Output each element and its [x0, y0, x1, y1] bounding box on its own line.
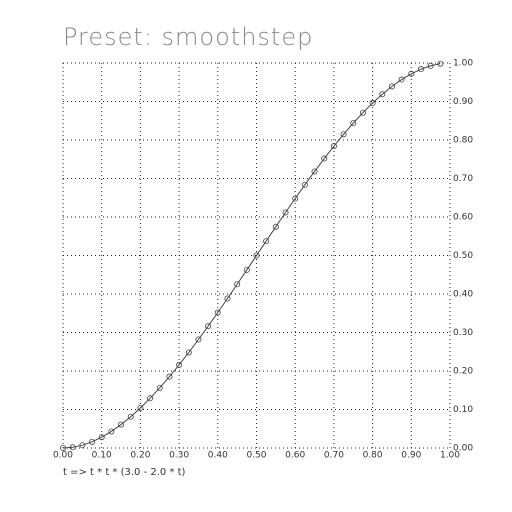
point [350, 120, 357, 127]
point [156, 384, 163, 391]
point [408, 70, 415, 77]
x-tick-label: 0.80 [363, 451, 383, 461]
point [340, 131, 347, 138]
point [214, 309, 221, 316]
x-tick-label: 0.30 [169, 451, 189, 461]
point [292, 195, 299, 202]
point [272, 223, 279, 230]
y-tick-label: 0.50 [453, 251, 473, 261]
y-tick-label: 0.80 [453, 136, 473, 146]
y-tick-label: 0.40 [453, 290, 473, 300]
point [417, 66, 424, 73]
point [224, 295, 231, 302]
x-tick-label: 0.50 [246, 451, 266, 461]
point [282, 209, 289, 216]
point [398, 76, 405, 83]
point [330, 143, 337, 150]
point [388, 83, 395, 90]
y-tick-label: 0.10 [453, 405, 473, 415]
point [311, 168, 318, 175]
point [301, 181, 308, 188]
y-tick-label: 0.90 [453, 97, 473, 107]
x-tick-label: 0.00 [53, 451, 73, 461]
point [379, 91, 386, 98]
chart-title: Preset: smoothstep [63, 23, 313, 51]
point [369, 100, 376, 107]
point [321, 155, 328, 162]
point [79, 442, 86, 449]
point [234, 281, 241, 288]
point [263, 238, 270, 245]
point [427, 62, 434, 69]
point [205, 323, 212, 330]
point [253, 252, 260, 259]
point [69, 444, 76, 451]
y-tick-label: 0.60 [453, 213, 473, 223]
x-tick-label: 0.70 [324, 451, 344, 461]
point [137, 404, 144, 411]
point [60, 444, 67, 451]
x-tick-label: 1.00 [440, 451, 460, 461]
point [127, 413, 134, 420]
point [176, 361, 183, 368]
point [185, 349, 192, 356]
point [437, 60, 444, 67]
y-tick-label: 0.20 [453, 367, 473, 377]
x-tick-label: 0.40 [208, 451, 228, 461]
point [98, 434, 105, 441]
point [108, 428, 115, 435]
point [243, 266, 250, 273]
y-tick-label: 0.70 [453, 174, 473, 184]
y-tick-label: 0.30 [453, 328, 473, 338]
point [359, 109, 366, 116]
y-tick-label: 1.00 [453, 59, 473, 69]
point [195, 336, 202, 343]
point [166, 373, 173, 380]
point [118, 421, 125, 428]
x-tick-label: 0.10 [92, 451, 112, 461]
line [62, 63, 441, 449]
point [147, 395, 154, 402]
chart-subtitle: t => t * t * (3.0 - 2.0 * t) [63, 467, 186, 478]
x-tick-label: 0.90 [401, 451, 421, 461]
point [89, 438, 96, 445]
x-tick-label: 0.60 [285, 451, 305, 461]
y-tick-label: 0.00 [453, 444, 473, 454]
x-tick-label: 0.20 [130, 451, 150, 461]
